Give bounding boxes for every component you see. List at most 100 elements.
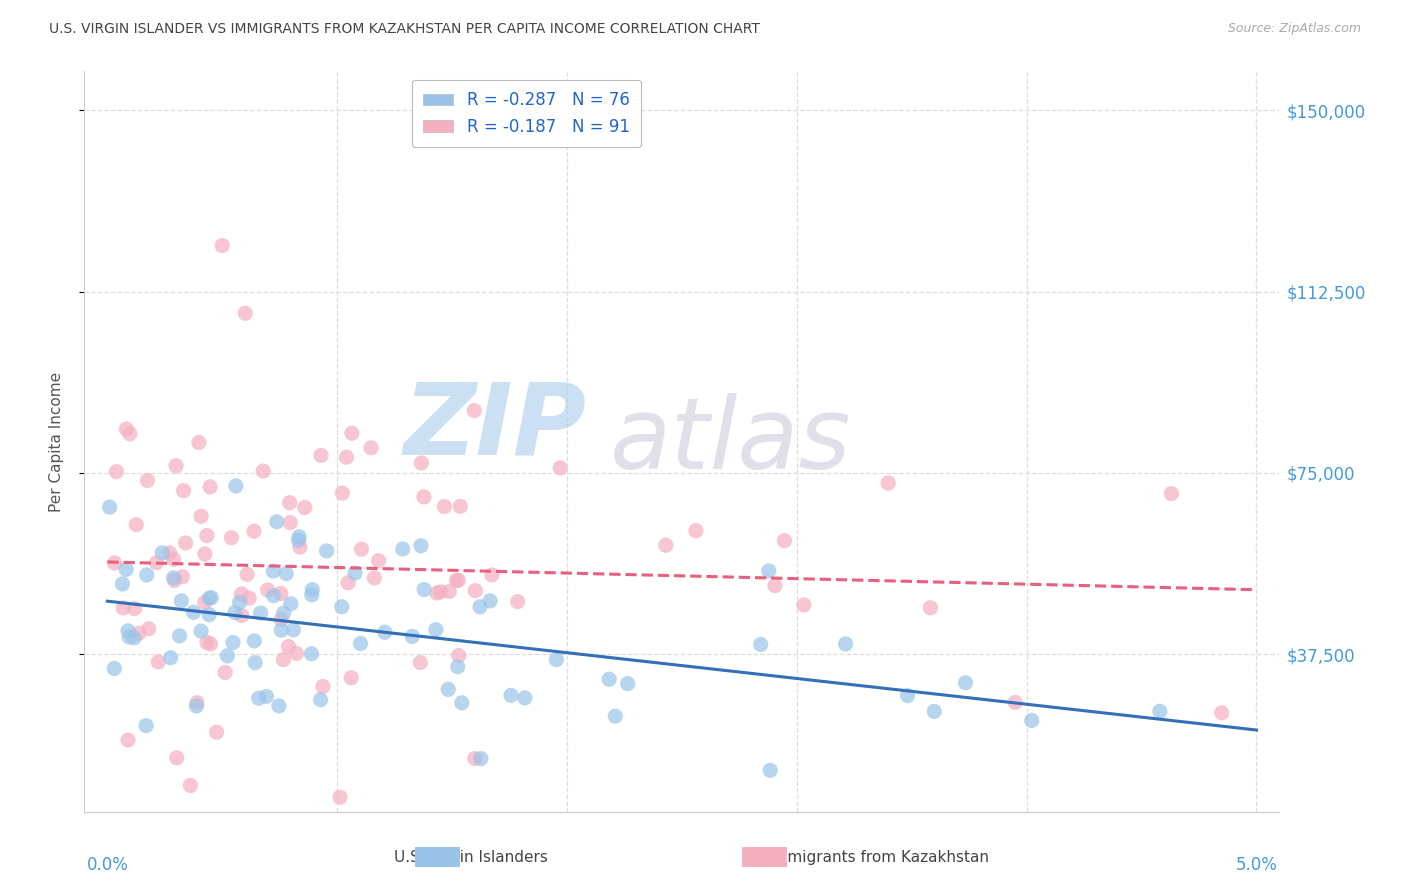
Point [174,536,197,550]
Point [270,586,292,600]
Point [315,544,337,558]
Point [285,646,308,660]
Text: Immigrants from Kazakhstan: Immigrants from Kazakhstan [768,850,990,864]
Point [763,579,786,593]
Point [252,464,274,478]
Point [249,606,271,620]
Point [194,547,217,561]
Point [513,690,536,705]
Point [243,524,266,539]
Point [749,637,772,651]
Point [655,538,678,552]
Point [685,524,707,538]
Point [256,690,278,704]
Point [312,680,335,694]
Point [198,480,221,494]
Point [758,564,780,578]
Point [243,633,266,648]
Point [439,584,461,599]
Point [374,625,396,640]
Point [360,441,382,455]
Point [118,630,141,644]
Point [288,530,311,544]
Point [173,483,195,498]
Point [433,500,456,514]
Point [309,449,332,463]
Point [896,689,918,703]
Point [1160,486,1182,500]
Point [447,648,470,663]
Point [187,435,209,450]
Point [117,624,139,638]
Point [283,623,305,637]
Point [195,635,218,649]
Point [111,577,134,591]
Point [211,238,233,252]
Point [337,575,360,590]
Point [425,623,447,637]
Point [228,595,250,609]
Point [335,450,357,464]
Point [162,571,184,585]
Point [217,648,239,663]
Point [834,637,856,651]
Point [437,682,460,697]
Point [122,631,145,645]
Point [166,751,188,765]
Point [186,699,208,714]
Point [221,531,243,545]
Point [793,598,815,612]
Text: 5.0%: 5.0% [1236,856,1278,874]
Point [920,600,942,615]
Point [301,588,323,602]
Text: Source: ZipAtlas.com: Source: ZipAtlas.com [1227,22,1361,36]
Point [150,546,173,560]
Point [135,718,157,732]
Point [277,640,299,654]
Point [330,599,353,614]
Point [391,541,413,556]
Point [273,653,295,667]
Point [278,516,301,530]
Point [759,764,782,778]
Point [343,566,366,581]
Point [135,568,157,582]
Point [190,624,212,638]
Point [233,306,256,320]
Point [112,601,135,615]
Point [413,582,436,597]
Point [363,571,385,585]
Text: ZIP: ZIP [404,378,586,475]
Point [247,691,270,706]
Point [1004,695,1026,709]
Point [267,698,290,713]
Point [159,546,181,560]
Point [349,636,371,650]
Point [955,675,977,690]
Point [179,779,201,793]
Point [309,692,332,706]
Point [288,540,311,554]
Point [877,475,900,490]
Text: U.S. Virgin Islanders: U.S. Virgin Islanders [394,850,548,864]
Point [773,533,796,548]
Point [301,647,323,661]
Point [270,613,292,627]
Point [190,509,212,524]
Point [115,562,138,576]
Point [280,597,302,611]
Point [409,539,432,553]
Point [231,608,253,623]
Point [447,574,470,588]
Point [236,567,259,582]
Point [225,479,247,493]
Point [104,556,127,570]
Text: U.S. VIRGIN ISLANDER VS IMMIGRANTS FROM KAZAKHSTAN PER CAPITA INCOME CORRELATION: U.S. VIRGIN ISLANDER VS IMMIGRANTS FROM … [49,22,761,37]
Point [273,606,295,620]
Point [138,622,160,636]
Point [194,596,217,610]
Point [195,528,218,542]
Point [548,461,571,475]
Point [231,587,253,601]
Point [200,637,222,651]
